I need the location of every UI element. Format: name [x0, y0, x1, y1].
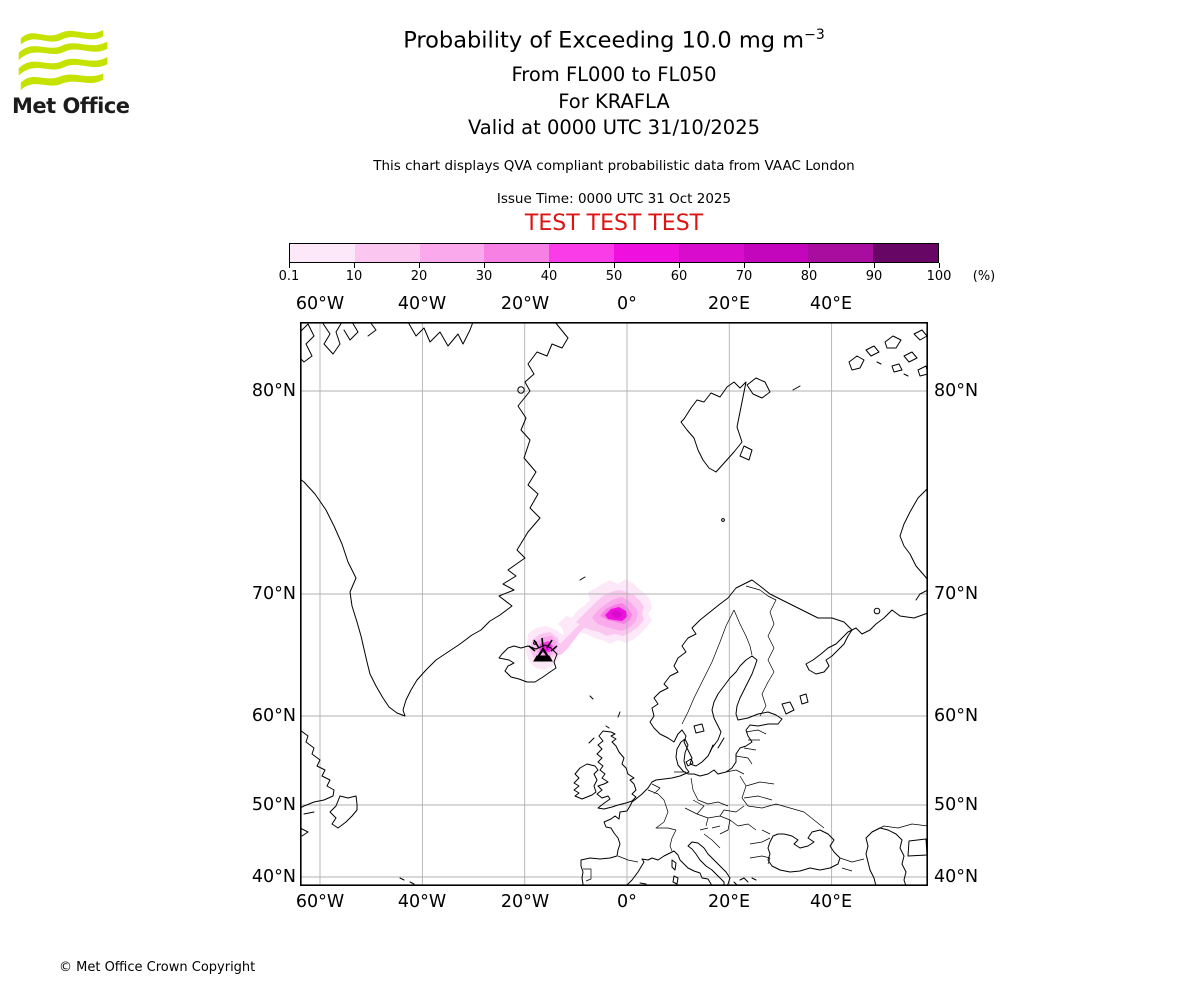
lat-label-left: 40°N: [251, 867, 296, 887]
colorbar-segment: [808, 244, 874, 262]
title-exponent: −3: [804, 27, 825, 43]
colorbar-tick: 40: [527, 263, 571, 284]
colorbar-tick: 30: [462, 263, 506, 284]
coastlines: [300, 322, 928, 886]
lat-label-left: 60°N: [251, 706, 296, 726]
colorbar-segment: [549, 244, 614, 262]
coast-black-sea: [767, 829, 841, 873]
coast-adriatic: [687, 841, 731, 886]
coast-mainland-europe: [580, 579, 928, 886]
colorbar-tick: 70: [722, 263, 766, 284]
country-borders: [583, 585, 928, 882]
colorbar-tick: 90: [852, 263, 896, 284]
coast-newfoundland: [300, 795, 415, 885]
colorbar-segment: [354, 244, 420, 262]
lon-label-top: 40°W: [397, 294, 447, 314]
colorbar-unit: (%): [972, 269, 996, 284]
lat-label-right: 80°N: [934, 381, 979, 401]
coast-caspian: [865, 827, 928, 886]
lon-label-bottom: 40°W: [397, 892, 447, 912]
colorbar-tick: 20: [397, 263, 441, 284]
probability-colorbar: [289, 243, 939, 263]
lat-label-right: 50°N: [934, 795, 979, 815]
lat-label-left: 50°N: [251, 795, 296, 815]
coast-labrador: [300, 729, 335, 809]
graticule: [300, 322, 928, 886]
lon-label-top: 20°E: [707, 294, 751, 314]
lat-label-right: 40°N: [934, 867, 979, 887]
lon-label-bottom: 20°W: [500, 892, 550, 912]
colorbar-tick: 80: [787, 263, 831, 284]
colorbar-segment: [484, 244, 550, 262]
lon-label-top: 60°W: [295, 294, 345, 314]
coast-greenland: [300, 322, 569, 717]
colorbar-segment: [873, 244, 938, 262]
lon-label-top: 20°W: [500, 294, 550, 314]
lon-label-top: 0°: [617, 294, 637, 314]
subtitle-valid-time: Valid at 0000 UTC 31/10/2025: [467, 116, 761, 139]
map-canvas: [300, 322, 928, 886]
lat-label-left: 70°N: [251, 584, 296, 604]
coast-zealand: [685, 758, 694, 767]
lon-label-bottom: 40°E: [809, 892, 853, 912]
lakes: [693, 693, 809, 753]
colorbar-segment: [613, 244, 679, 262]
logo-wordmark: Met Office: [12, 94, 130, 118]
coast-svalbard: [680, 377, 801, 473]
colorbar-segment: [678, 244, 744, 262]
coast-canadian-arctic: [300, 322, 377, 363]
colorbar-segment: [290, 244, 355, 262]
coast-iceland: [498, 644, 558, 683]
met-office-logo: Met Office: [12, 24, 130, 118]
colorbar-tick: 50: [592, 263, 636, 284]
coast-mediterranean: [625, 850, 713, 886]
subtitle-volcano: For KRAFLA: [558, 90, 670, 113]
colorbar-segment: [419, 244, 485, 262]
met-office-waves-icon: [18, 30, 108, 90]
copyright-notice: © Met Office Crown Copyright: [59, 960, 256, 975]
coast-great-britain: [596, 730, 637, 810]
coast-greenland-north: [407, 322, 474, 347]
lat-label-left: 80°N: [251, 381, 296, 401]
coast-novaya-zemlya: [899, 487, 928, 601]
coast-franz-josef-land: [848, 329, 928, 377]
lat-label-right: 70°N: [934, 584, 979, 604]
test-banner: TEST TEST TEST: [524, 211, 704, 236]
issue-time: Issue Time: 0000 UTC 31 Oct 2025: [496, 191, 732, 207]
map-frame: [300, 322, 928, 886]
colorbar-tick: 0.1: [267, 263, 311, 284]
coast-ireland: [573, 763, 599, 800]
lon-label-bottom: 0°: [617, 892, 637, 912]
lat-label-right: 60°N: [934, 706, 979, 726]
colorbar-tick: 100: [917, 263, 961, 284]
page-title: Probability of Exceeding 10.0 mg m−3: [403, 27, 825, 54]
lon-label-bottom: 60°W: [295, 892, 345, 912]
lon-label-bottom: 20°E: [707, 892, 751, 912]
colorbar-segment: [743, 244, 809, 262]
volcano-marker: [528, 637, 558, 662]
colorbar-tick: 60: [657, 263, 701, 284]
colorbar-tick: 10: [332, 263, 376, 284]
qva-note: This chart displays QVA compliant probab…: [373, 158, 855, 174]
lon-label-top: 40°E: [809, 294, 853, 314]
subtitle-flight-levels: From FL000 to FL050: [511, 63, 717, 86]
